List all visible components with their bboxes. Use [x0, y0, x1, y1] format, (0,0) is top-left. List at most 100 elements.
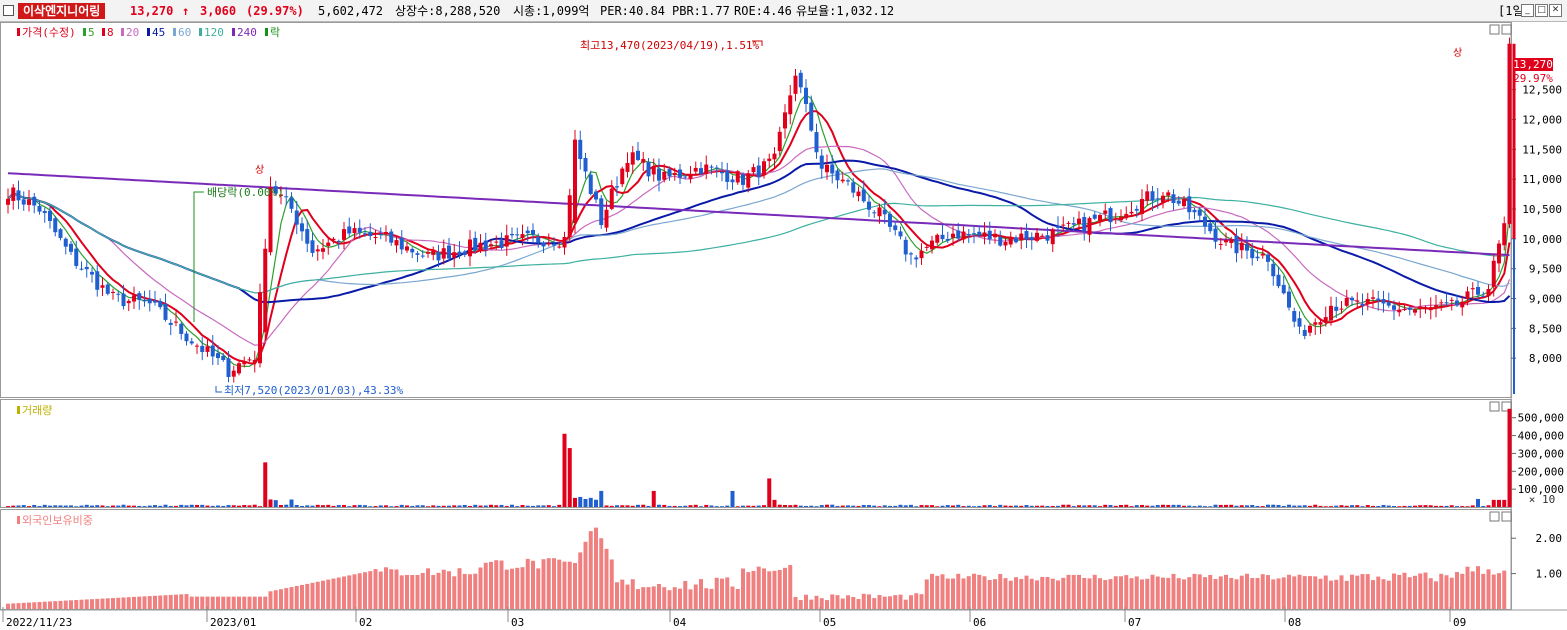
- foreign-ratio-bar: [741, 568, 745, 609]
- volume-bar: [1281, 505, 1286, 507]
- candle-body: [919, 250, 924, 259]
- volume-bar: [221, 505, 226, 507]
- price-panel-buttons[interactable]: [1489, 24, 1512, 35]
- volume-bar: [1308, 505, 1312, 507]
- volume-panel[interactable]: [0, 399, 1512, 508]
- close-button[interactable]: ✕: [1549, 4, 1562, 17]
- volume-bar: [956, 504, 961, 507]
- foreign-ratio-bar: [478, 567, 483, 609]
- volume-bar: [510, 504, 514, 507]
- volume-bar: [1402, 505, 1407, 507]
- candle-body: [436, 251, 441, 261]
- volume-bar: [903, 505, 908, 507]
- volume-bar: [1276, 504, 1281, 507]
- volume-bar: [174, 505, 178, 507]
- candle-body: [221, 355, 226, 361]
- volume-bar: [951, 505, 955, 507]
- foreign-ratio-bar: [1050, 578, 1055, 609]
- candle-body: [1087, 218, 1092, 235]
- candle-body: [399, 237, 404, 250]
- candle-body: [636, 150, 640, 160]
- volume-bar: [1507, 408, 1512, 507]
- maximize-button[interactable]: □: [1535, 4, 1548, 17]
- volume-bar: [651, 490, 656, 507]
- volume-bar: [1329, 506, 1333, 507]
- volume-bar: [683, 505, 688, 507]
- candle-body: [1082, 216, 1087, 232]
- volume-bar: [489, 504, 493, 507]
- foreign-ratio-bar: [142, 596, 147, 609]
- volume-bar: [609, 505, 614, 507]
- candle-body: [158, 300, 163, 308]
- foreign-ratio-bar: [872, 598, 877, 609]
- candle-body: [966, 234, 971, 236]
- candle-body: [588, 174, 593, 194]
- candle-body: [1481, 295, 1486, 297]
- foreign-ratio-bar: [1003, 578, 1008, 609]
- volume-bar: [814, 506, 819, 507]
- foreign-ratio-bar: [74, 600, 79, 609]
- volume-panel-buttons[interactable]: [1489, 401, 1512, 412]
- price-tick-label: 12,000: [1522, 113, 1562, 126]
- candle-body: [1271, 263, 1276, 277]
- volume-bar: [1444, 505, 1449, 507]
- candle-body: [1486, 289, 1491, 297]
- minimize-button[interactable]: _: [1521, 4, 1534, 17]
- foreign-ratio-bar: [1176, 578, 1181, 609]
- volume-bar: [158, 505, 163, 507]
- foreign-panel-buttons[interactable]: [1489, 511, 1512, 522]
- up-arrow-icon: ↑: [182, 4, 190, 18]
- volume-bar: [1071, 506, 1076, 507]
- volume-tick-label: 400,000: [1518, 430, 1564, 443]
- candle-body: [672, 172, 677, 176]
- candle-body: [693, 167, 698, 172]
- select-checkbox[interactable]: [3, 5, 14, 16]
- volume-bar: [1113, 505, 1118, 507]
- candle-body: [893, 225, 898, 231]
- foreign-ratio-bar: [756, 566, 761, 609]
- volume-bar: [58, 505, 63, 507]
- volume-bar: [1486, 505, 1491, 507]
- candle-body: [1176, 200, 1181, 204]
- stock-name[interactable]: 이삭엔지니어링: [18, 3, 106, 19]
- volume-bar: [793, 504, 798, 507]
- foreign-ratio-bar: [735, 588, 740, 609]
- foreign-ratio-bar: [1229, 577, 1234, 609]
- volume-bar: [977, 505, 982, 507]
- volume-bar: [399, 504, 404, 507]
- volume-bar: [42, 504, 47, 507]
- candle-body: [972, 233, 976, 235]
- candle-body: [63, 238, 68, 247]
- volume-bar: [1197, 505, 1202, 507]
- candle-body: [1428, 307, 1433, 311]
- candle-body: [1444, 302, 1449, 304]
- volume-bar: [604, 505, 609, 507]
- candle-body: [431, 249, 436, 255]
- foreign-ratio-bar: [294, 586, 299, 609]
- candle-body: [1119, 216, 1123, 221]
- volume-bar: [289, 499, 294, 507]
- foreign-ratio-bar: [326, 579, 331, 609]
- volume-bar: [494, 505, 499, 507]
- foreign-ratio-bar: [368, 571, 373, 609]
- candle-body: [1213, 228, 1218, 242]
- volume-bar: [1082, 505, 1087, 507]
- candle-body: [1108, 208, 1113, 223]
- foreign-ratio-bar: [1182, 579, 1186, 609]
- foreign-ratio-bar: [893, 595, 898, 609]
- upper-limit-mark: 상: [255, 164, 264, 176]
- stock-chart[interactable]: 가격(수정) 5 8 20 45 60 120 240 락 거래량 외국인보유비중 최고13,4…: [0, 22, 1567, 630]
- candle-body: [977, 231, 982, 236]
- candle-body: [730, 179, 735, 183]
- volume-bar: [1145, 505, 1150, 507]
- foreign-ratio-bar: [636, 589, 640, 609]
- volume-tick-label: 100,000: [1518, 483, 1564, 496]
- candle-body: [210, 345, 215, 357]
- price-panel[interactable]: [0, 22, 1512, 398]
- foreign-tick-label: 2.00: [1536, 532, 1563, 545]
- foreign-ratio-bar: [1313, 576, 1318, 609]
- foreign-ratio-bar: [552, 558, 556, 609]
- foreign-ratio-bar: [147, 596, 152, 609]
- volume-bar: [987, 504, 992, 507]
- volume-bar: [121, 504, 126, 507]
